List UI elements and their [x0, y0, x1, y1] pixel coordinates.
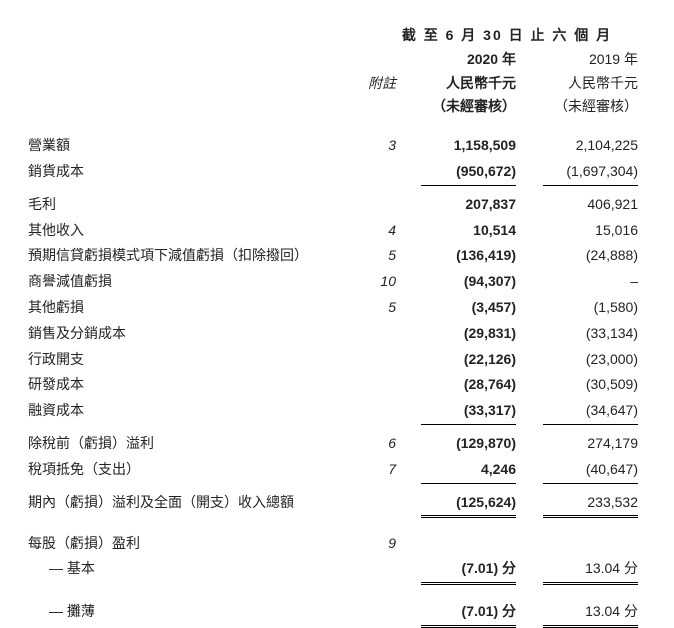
v2020-eps-basic: (7.01) 分 [421, 556, 516, 585]
note-eps-title: 9 [356, 532, 406, 556]
label-other-income: 其他收入 [28, 219, 356, 243]
audit-2020: （未經審核） [406, 95, 526, 119]
row-gross: 毛利 207,837 406,921 [28, 192, 646, 218]
v2019-goodwill: – [543, 269, 638, 295]
v2019-tax: (40,647) [543, 457, 638, 484]
label-other-loss: 其他虧損 [28, 296, 356, 320]
header-year-row: 2020 年 2019 年 [28, 48, 646, 72]
row-selling: 銷售及分銷成本 (29,831) (33,134) [28, 321, 646, 347]
note-revenue: 3 [356, 134, 406, 158]
v2019-eps-basic: 13.04 分 [543, 556, 638, 585]
label-pbt: 除稅前（虧損）溢利 [28, 432, 356, 456]
v2019-admin: (23,000) [543, 347, 638, 373]
v2020-gross: 207,837 [421, 192, 516, 218]
income-statement-table: 截 至 6 月 30 日 止 六 個 月 2020 年 2019 年 附註 人民… [28, 24, 646, 628]
row-eps-basic: — 基本 (7.01) 分 13.04 分 [28, 556, 646, 585]
currency-2019: 人民幣千元 [526, 72, 646, 96]
note-pbt: 6 [356, 432, 406, 456]
row-eps-diluted: — 攤薄 (7.01) 分 13.04 分 [28, 599, 646, 628]
note-goodwill: 10 [356, 270, 406, 294]
label-cogs: 銷貨成本 [28, 160, 356, 184]
row-total: 期內（虧損）溢利及全面（開支）收入總額 (125,624) 233,532 [28, 490, 646, 519]
audit-2019: （未經審核） [526, 95, 646, 119]
row-other-income: 其他收入 4 10,514 15,016 [28, 218, 646, 244]
v2019-rnd: (30,509) [543, 372, 638, 398]
v2020-ecl: (136,419) [421, 243, 516, 269]
row-finance: 融資成本 (33,317) (34,647) [28, 398, 646, 425]
header-currency-row: 附註 人民幣千元 人民幣千元 [28, 72, 646, 96]
note-tax: 7 [356, 458, 406, 482]
label-revenue: 營業額 [28, 134, 356, 158]
label-ecl: 預期信貸虧損模式項下減值虧損（扣除撥回） [28, 244, 356, 268]
header-period-row: 截 至 6 月 30 日 止 六 個 月 [28, 24, 646, 48]
note-ecl: 5 [356, 244, 406, 268]
v2020-tax: 4,246 [421, 457, 516, 484]
v2019-selling: (33,134) [543, 321, 638, 347]
label-admin: 行政開支 [28, 348, 356, 372]
year-2019: 2019 年 [526, 48, 646, 72]
label-total: 期內（虧損）溢利及全面（開支）收入總額 [28, 491, 356, 515]
v2019-cogs: (1,697,304) [543, 159, 638, 186]
v2020-rnd: (28,764) [421, 372, 516, 398]
v2020-pbt: (129,870) [421, 431, 516, 457]
v2020-total: (125,624) [421, 490, 516, 519]
row-pbt: 除稅前（虧損）溢利 6 (129,870) 274,179 [28, 431, 646, 457]
v2020-revenue: 1,158,509 [421, 133, 516, 159]
row-ecl: 預期信貸虧損模式項下減值虧損（扣除撥回） 5 (136,419) (24,888… [28, 243, 646, 269]
header-audit-row: （未經審核） （未經審核） [28, 95, 646, 119]
label-selling: 銷售及分銷成本 [28, 322, 356, 346]
label-tax: 稅項抵免（支出） [28, 458, 356, 482]
v2020-cogs: (950,672) [421, 159, 516, 186]
notes-label: 附註 [356, 72, 406, 96]
v2019-eps-diluted: 13.04 分 [543, 599, 638, 628]
row-rnd: 研發成本 (28,764) (30,509) [28, 372, 646, 398]
v2020-finance: (33,317) [421, 398, 516, 425]
label-eps-basic: — 基本 [28, 557, 356, 581]
row-other-loss: 其他虧損 5 (3,457) (1,580) [28, 295, 646, 321]
label-finance: 融資成本 [28, 399, 356, 423]
year-2020: 2020 年 [406, 48, 526, 72]
note-other-income: 4 [356, 219, 406, 243]
v2019-revenue: 2,104,225 [543, 133, 638, 159]
row-revenue: 營業額 3 1,158,509 2,104,225 [28, 133, 646, 159]
v2020-selling: (29,831) [421, 321, 516, 347]
label-eps-diluted: — 攤薄 [28, 600, 356, 624]
label-goodwill: 商譽減值虧損 [28, 270, 356, 294]
row-admin: 行政開支 (22,126) (23,000) [28, 347, 646, 373]
label-gross: 毛利 [28, 193, 356, 217]
note-other-loss: 5 [356, 296, 406, 320]
currency-2020: 人民幣千元 [406, 72, 526, 96]
v2020-other-income: 10,514 [421, 218, 516, 244]
v2019-pbt: 274,179 [543, 431, 638, 457]
v2020-goodwill: (94,307) [421, 269, 516, 295]
period-title: 截 至 6 月 30 日 止 六 個 月 [376, 24, 646, 48]
label-eps-title: 每股（虧損）盈利 [28, 532, 356, 556]
v2020-eps-diluted: (7.01) 分 [421, 599, 516, 628]
v2019-finance: (34,647) [543, 398, 638, 425]
v2020-other-loss: (3,457) [421, 295, 516, 321]
v2019-total: 233,532 [543, 490, 638, 519]
v2019-other-income: 15,016 [543, 218, 638, 244]
v2020-admin: (22,126) [421, 347, 516, 373]
label-rnd: 研發成本 [28, 373, 356, 397]
row-tax: 稅項抵免（支出） 7 4,246 (40,647) [28, 457, 646, 484]
row-goodwill: 商譽減值虧損 10 (94,307) – [28, 269, 646, 295]
row-eps-title: 每股（虧損）盈利 9 [28, 532, 646, 556]
v2019-ecl: (24,888) [543, 243, 638, 269]
v2019-other-loss: (1,580) [543, 295, 638, 321]
v2019-gross: 406,921 [543, 192, 638, 218]
row-cogs: 銷貨成本 (950,672) (1,697,304) [28, 159, 646, 186]
